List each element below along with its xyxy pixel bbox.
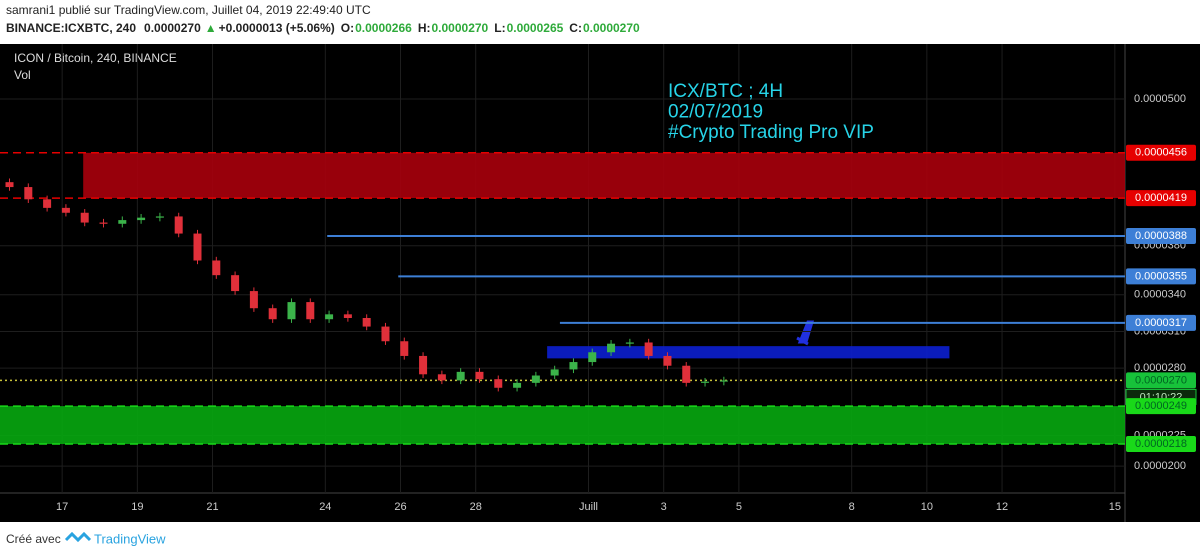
candle-body [137,217,146,221]
x-tick-label: 12 [996,501,1008,513]
candle-body [569,362,578,370]
price-marker-label: 0.0000388 [1135,230,1187,242]
footer-created: Créé avec [6,532,61,546]
candle-body [400,341,409,356]
annotation: ICX/BTC ; 4H [668,81,783,102]
candle-body [719,380,728,382]
candle-body [475,371,484,380]
candle-body [174,216,183,234]
candle-body [456,371,465,381]
candle-body [437,374,446,381]
candle-body [343,314,352,319]
x-tick-label: 28 [470,501,482,513]
x-tick-label: 3 [661,501,667,513]
zone [0,406,1125,445]
y-tick-label: 0.0000340 [1134,289,1186,301]
price-marker-label: 0.0000355 [1135,270,1187,282]
x-tick-label: 15 [1109,501,1121,513]
candle-body [663,355,672,366]
candle-body [682,365,691,383]
footer-brand: TradingView [94,531,166,546]
plot-layer [0,44,1126,493]
header-item: +0.0000013 (+5.06%) [219,21,335,35]
annotation: #Crypto Trading Pro VIP [668,122,874,143]
y-tick-label: 0.0000200 [1134,460,1186,472]
y-tick-label: 0.0000280 [1134,362,1186,374]
published: samrani1 publié sur TradingView.com, Jui… [6,3,371,17]
x-tick-label: 10 [921,501,933,513]
header-item: 0.0000266 [355,21,412,35]
candle-body [268,308,277,320]
candle-body [43,199,52,208]
candle-body [99,222,108,224]
annotation: 02/07/2019 [668,102,763,123]
price-marker [1126,314,1196,331]
y-tick-label: 0.0000500 [1134,93,1186,105]
candle-body [531,375,540,383]
candle-body [644,342,653,356]
candle-body [193,233,202,261]
price-marker [1126,372,1196,389]
x-tick-label: 19 [131,501,143,513]
candle-body [5,182,14,188]
header-item: C: [569,21,582,35]
symbol-line: BINANCE:ICXBTC, 240 0.0000270 ▲ +0.0000013 … [6,21,640,35]
candle-body [24,187,33,200]
header-item: 0.0000270 [144,21,201,35]
candle-body [287,302,296,320]
x-tick-label: 5 [736,501,742,513]
candle-body [419,355,428,375]
header-item: L: [494,21,505,35]
price-marker [1126,268,1196,285]
price-marker [1126,190,1196,207]
candle-body [607,343,616,353]
candle-body [381,326,390,342]
header-item: BINANCE:ICXBTC, 240 [6,21,136,35]
x-tick-label: 8 [849,501,855,513]
candle-body [155,216,164,218]
header-item: O: [341,21,354,35]
chart-bg [0,44,1200,522]
price-marker-label: 0.0000317 [1135,317,1187,329]
legend-vol: Vol [14,68,31,82]
candle-body [494,379,503,388]
candle-body [588,352,597,363]
price-marker [1126,398,1196,415]
price-marker-label: 0.0000270 [1135,374,1187,386]
x-tick-label: 21 [206,501,218,513]
tv-logo [64,531,92,543]
price-marker [1126,144,1196,161]
candle-body [80,212,89,223]
header-item: H: [418,21,431,35]
header-item: 0.0000270 [583,21,640,35]
candle-body [325,314,334,320]
candle-body [513,382,522,388]
price-marker-label: 0.0000249 [1135,400,1187,412]
price-marker [1126,436,1196,453]
header-item: 0.0000270 [432,21,489,35]
candle-body [249,291,258,309]
candle-body [701,381,710,383]
candle-body [306,302,315,320]
legend-title: ICON / Bitcoin, 240, BINANCE [14,51,177,65]
candle-body [61,207,70,213]
price-marker-label: 0.0000419 [1135,192,1187,204]
price-marker [1126,228,1196,245]
x-tick-label: 17 [56,501,68,513]
price-marker-label: 0.0000218 [1135,438,1187,450]
candle-body [625,342,634,344]
x-tick-label: Juill [579,501,598,513]
candle-body [550,369,559,376]
x-tick-label: 26 [394,501,406,513]
price-marker-label: 0.0000456 [1135,147,1187,159]
candle-body [118,220,127,224]
candle-body [212,260,221,276]
header-item: ▲ [205,21,217,35]
x-tick-label: 24 [319,501,331,513]
zone [83,152,1126,199]
header-item: 0.0000265 [507,21,564,35]
candle-body [362,318,371,327]
candle-body [231,275,240,292]
